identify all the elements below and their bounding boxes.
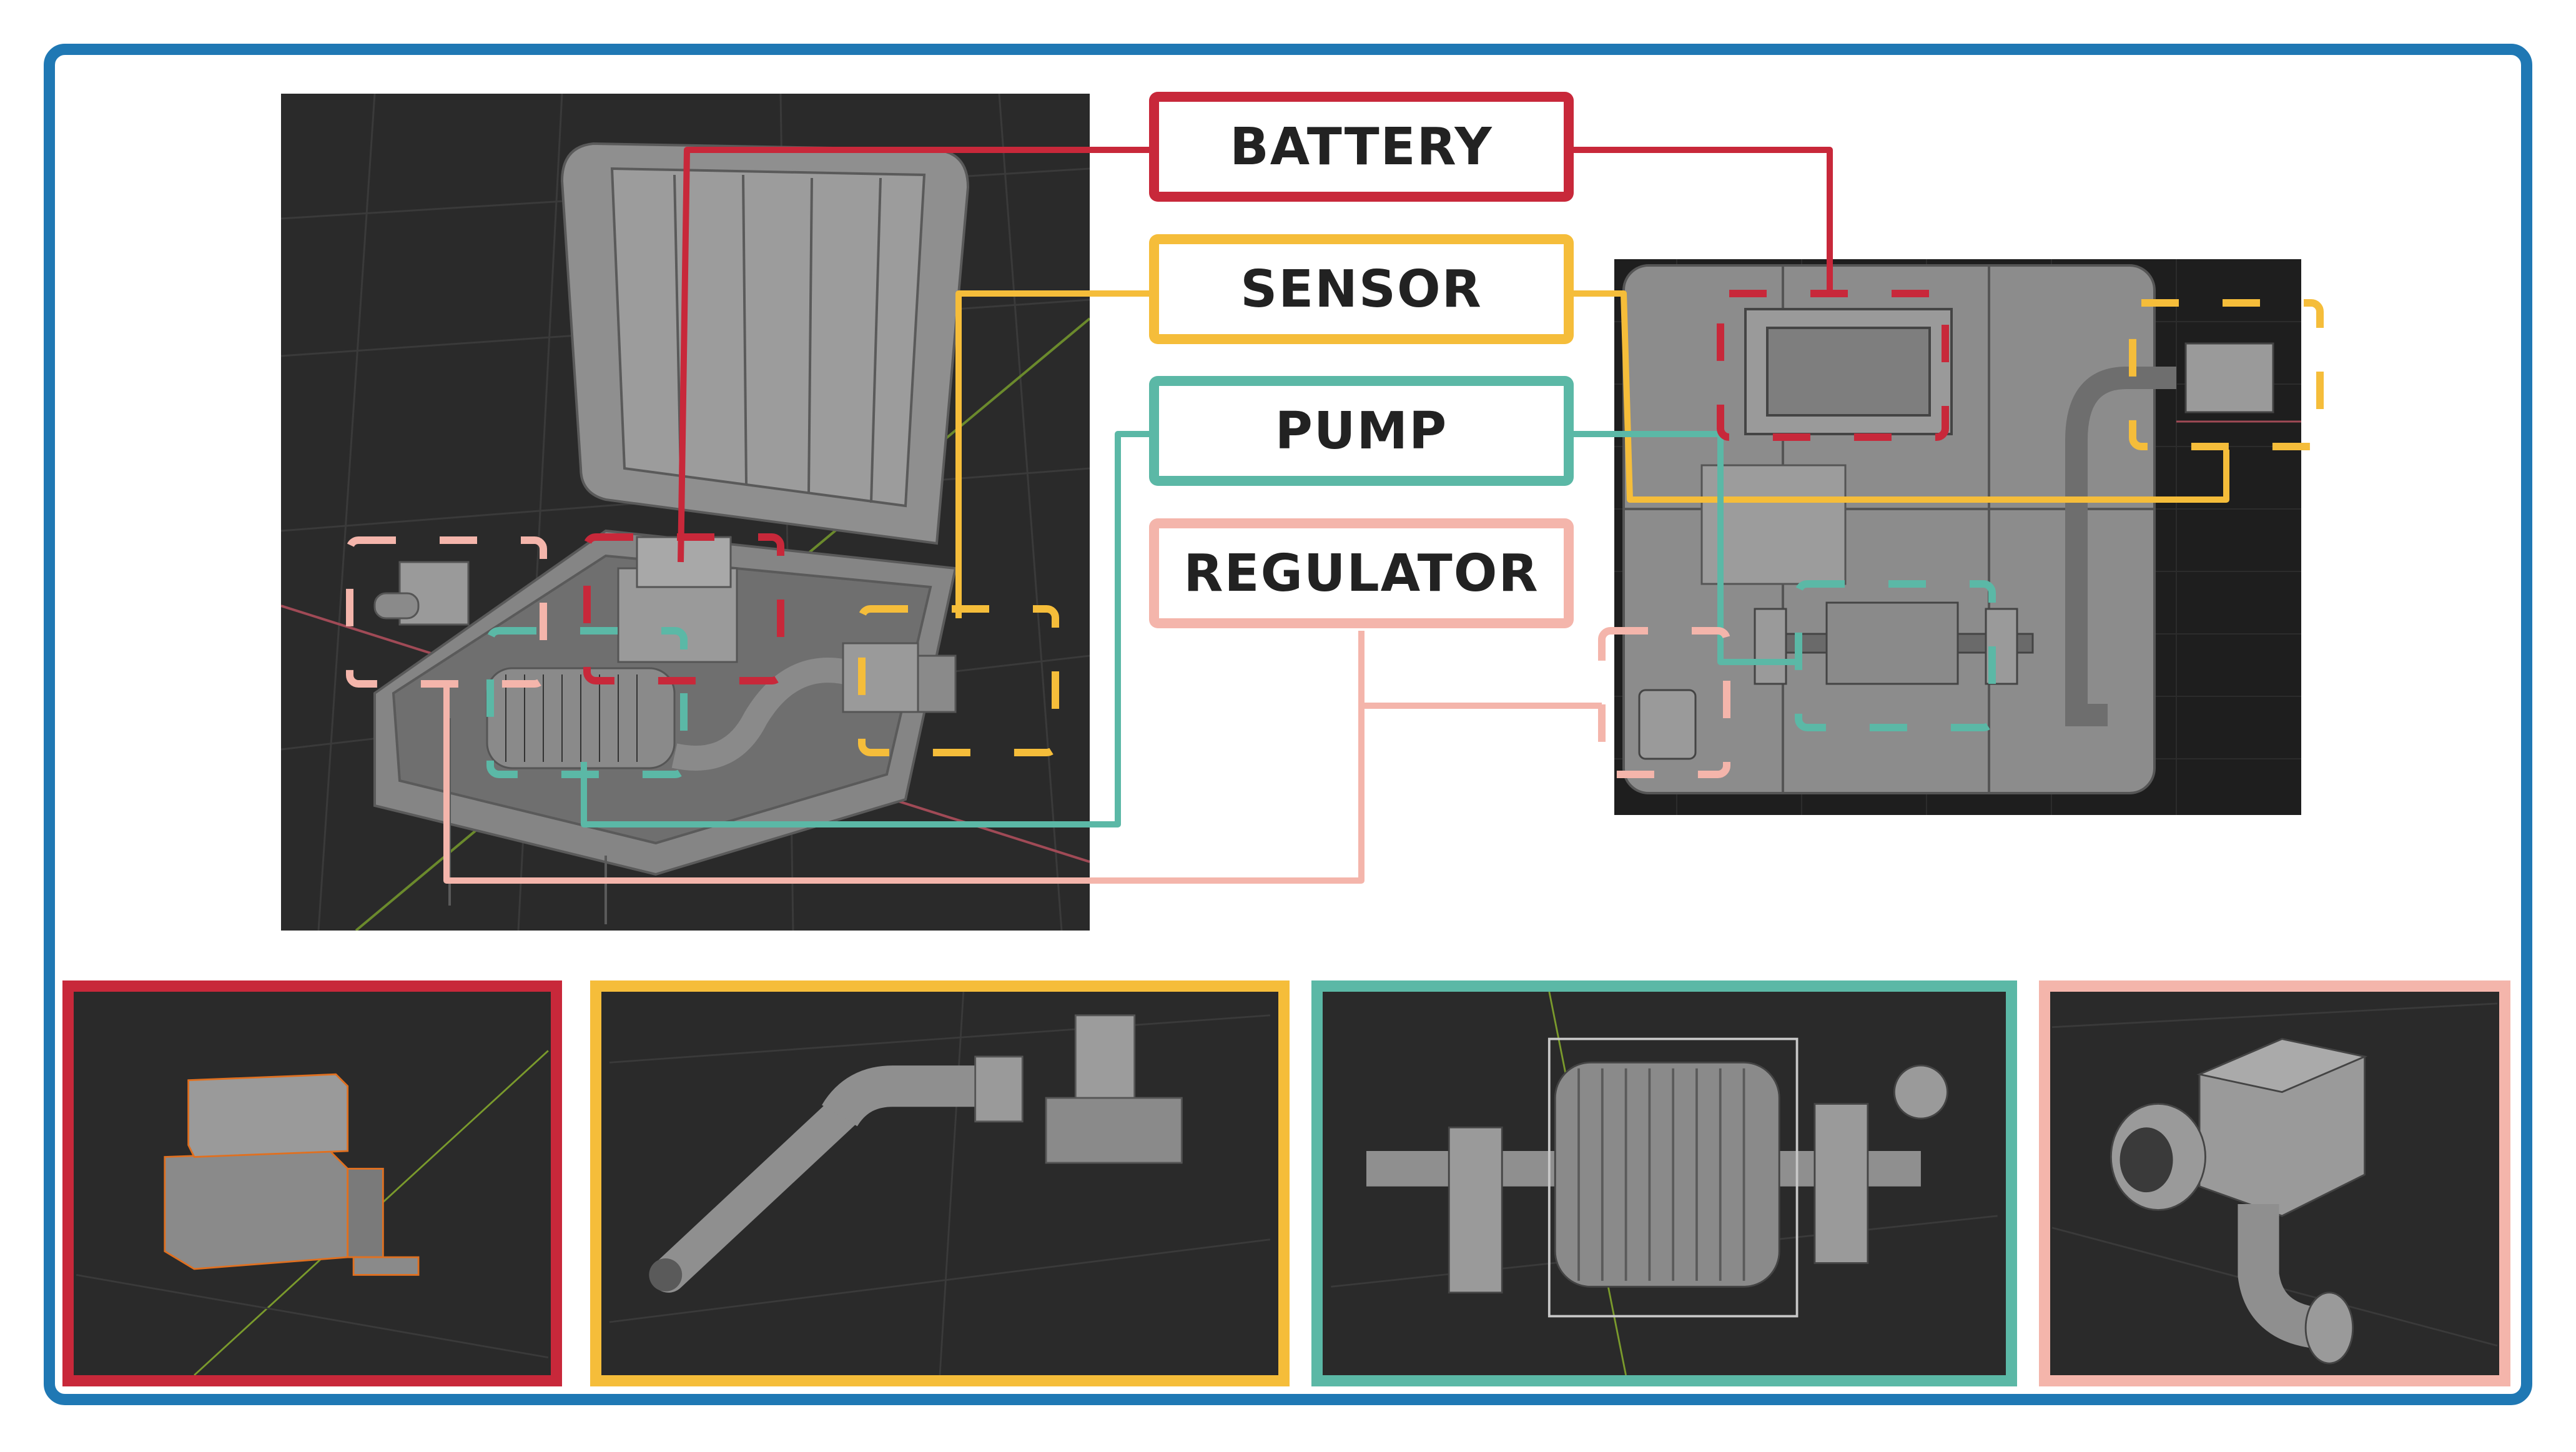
regulator-thumb-scene <box>2051 1002 2498 1365</box>
perspective-scene <box>281 94 1090 931</box>
pump-thumb-scene <box>1331 992 1998 1375</box>
pump-thumbnail[interactable] <box>1311 980 2017 1386</box>
top-scene <box>1614 259 2301 815</box>
label-regulator: REGULATOR <box>1149 518 1574 628</box>
sensor-model <box>842 642 957 713</box>
label-sensor: SENSOR <box>1149 234 1574 344</box>
battery-model <box>617 536 738 663</box>
regulator-thumbnail[interactable] <box>2039 980 2510 1386</box>
label-pump: PUMP <box>1149 376 1574 486</box>
top-viewport[interactable] <box>1614 259 2301 815</box>
sensor-thumbnail[interactable] <box>590 980 1290 1386</box>
label-battery: BATTERY <box>1149 92 1574 202</box>
regulator-top <box>1638 689 1697 760</box>
sensor-top <box>2184 342 2274 413</box>
pump-model <box>486 667 676 769</box>
battery-top <box>1744 308 1953 435</box>
outer-frame <box>44 44 2532 1405</box>
sensor-thumb-scene <box>609 992 1271 1375</box>
battery-thumbnail[interactable] <box>62 980 562 1386</box>
battery-thumb-scene <box>76 1050 549 1375</box>
case-lid <box>560 142 970 545</box>
perspective-viewport[interactable] <box>281 94 1090 931</box>
regulator-model <box>373 561 470 626</box>
control-panel-top <box>1700 464 1847 585</box>
